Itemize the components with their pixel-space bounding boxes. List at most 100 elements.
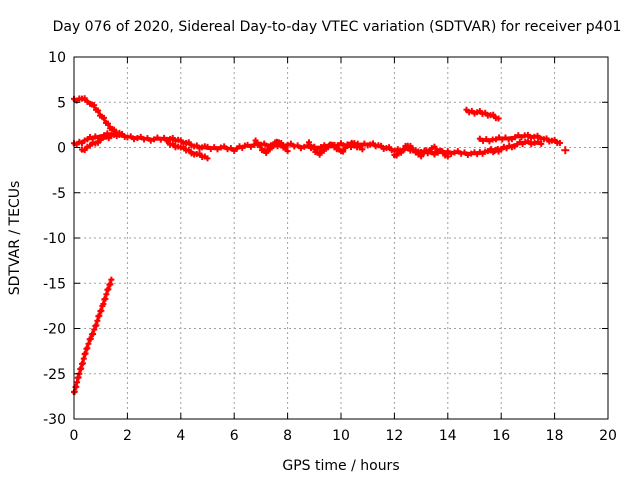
- data-point: [91, 326, 98, 333]
- data-point: [244, 141, 251, 148]
- series-upper-arc: [71, 95, 126, 138]
- data-point: [81, 95, 88, 102]
- data-point: [94, 317, 101, 324]
- data-point: [448, 150, 455, 157]
- data-point: [398, 149, 405, 156]
- data-point: [543, 135, 550, 142]
- data-point: [305, 139, 312, 146]
- data-point: [534, 132, 541, 139]
- x-tick-label: 2: [123, 428, 132, 444]
- data-point: [468, 150, 475, 157]
- data-point: [361, 140, 368, 147]
- data-point: [108, 276, 115, 283]
- data-point: [340, 148, 347, 155]
- data-point: [386, 144, 393, 151]
- data-point: [137, 133, 144, 140]
- data-point: [214, 146, 221, 153]
- y-tick-label: -10: [43, 231, 66, 247]
- data-point: [492, 136, 499, 143]
- data-point: [331, 141, 338, 148]
- data-point: [418, 153, 425, 160]
- data-point: [458, 150, 465, 157]
- x-axis-label: GPS time / hours: [282, 458, 399, 474]
- data-point: [496, 134, 503, 141]
- data-point: [101, 114, 108, 121]
- data-point: [144, 135, 151, 142]
- data-point: [204, 143, 211, 150]
- data-point: [284, 141, 291, 148]
- grid-lines: [74, 57, 608, 419]
- x-tick-label: 6: [230, 428, 239, 444]
- series-lower-branch: [79, 131, 118, 154]
- x-tick-labels: 0 2 4 6 8 10 12 14 16 18 20: [70, 428, 617, 444]
- data-point: [134, 134, 141, 141]
- data-point: [207, 145, 214, 152]
- data-point: [180, 143, 187, 150]
- y-axis-label: SDTVAR / TECUs: [7, 181, 23, 296]
- data-point: [508, 136, 515, 143]
- data-point: [185, 139, 192, 146]
- data-point: [538, 140, 545, 147]
- data-point: [502, 134, 509, 141]
- data-point: [297, 145, 304, 152]
- data-point: [444, 153, 451, 160]
- data-point: [105, 120, 112, 127]
- data-point: [534, 138, 541, 145]
- data-point: [426, 148, 433, 155]
- data-point: [486, 138, 493, 145]
- data-point: [524, 131, 531, 138]
- data-point: [95, 107, 102, 114]
- data-point: [164, 138, 171, 145]
- data-point: [177, 137, 184, 144]
- data-point: [342, 145, 349, 152]
- data-point: [90, 330, 97, 337]
- data-point: [221, 143, 228, 150]
- data-point: [359, 146, 366, 153]
- data-point: [270, 143, 277, 150]
- data-point: [196, 150, 203, 157]
- series-dense-cluster-a: [252, 137, 291, 156]
- series-late-upper: [463, 106, 502, 122]
- data-point: [301, 143, 308, 150]
- data-point: [217, 144, 224, 151]
- x-tick-label: 10: [332, 428, 350, 444]
- data-point: [439, 148, 446, 155]
- data-point: [141, 136, 148, 143]
- data-point: [204, 155, 211, 162]
- data-point: [444, 148, 451, 155]
- series-group: [71, 95, 570, 396]
- series-late-lower: [487, 138, 545, 156]
- data-point: [310, 144, 317, 151]
- x-tick-label: 18: [546, 428, 564, 444]
- data-point: [291, 143, 298, 150]
- y-tick-label: -15: [43, 276, 66, 292]
- data-point: [247, 143, 254, 150]
- data-point: [154, 134, 161, 141]
- series-isolated-point: [561, 146, 570, 155]
- y-tick-label: -30: [43, 412, 66, 428]
- data-point: [495, 115, 502, 122]
- data-point: [151, 136, 158, 143]
- data-point: [287, 140, 294, 147]
- x-tick-label: 8: [283, 428, 292, 444]
- data-point: [420, 150, 427, 157]
- data-point: [147, 137, 154, 144]
- data-point: [464, 151, 471, 158]
- data-point: [127, 133, 134, 140]
- data-point: [169, 140, 176, 147]
- data-point: [211, 144, 218, 151]
- x-tick-label: 20: [599, 428, 617, 444]
- data-point: [284, 148, 291, 155]
- data-point: [351, 140, 358, 147]
- axis-ticks: [73, 56, 609, 420]
- data-point: [224, 146, 231, 153]
- data-point: [252, 137, 259, 144]
- data-point: [512, 134, 519, 141]
- data-point: [483, 136, 490, 143]
- data-point: [102, 295, 109, 302]
- data-point: [407, 142, 414, 149]
- data-point: [131, 136, 138, 143]
- x-tick-label: 0: [70, 428, 79, 444]
- data-point: [556, 139, 563, 146]
- data-point: [378, 142, 385, 149]
